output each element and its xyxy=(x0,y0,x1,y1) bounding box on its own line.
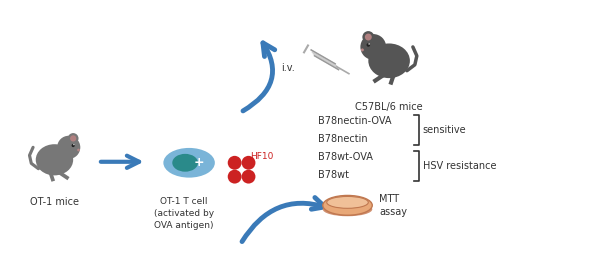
Circle shape xyxy=(242,156,256,170)
Circle shape xyxy=(228,156,242,170)
Circle shape xyxy=(242,170,256,184)
Circle shape xyxy=(368,43,370,45)
Circle shape xyxy=(77,149,80,151)
Circle shape xyxy=(228,170,242,184)
Ellipse shape xyxy=(323,202,372,216)
Circle shape xyxy=(365,34,372,41)
Text: B78nectin-OVA: B78nectin-OVA xyxy=(318,116,391,126)
Circle shape xyxy=(71,144,75,147)
Text: HSV resistance: HSV resistance xyxy=(423,161,496,171)
Text: OT-1 mice: OT-1 mice xyxy=(30,197,79,207)
Text: HF10: HF10 xyxy=(250,152,274,161)
Circle shape xyxy=(57,136,80,159)
Text: B78wt: B78wt xyxy=(318,170,349,180)
Text: i.v.: i.v. xyxy=(281,63,295,73)
Text: +: + xyxy=(194,156,205,169)
Circle shape xyxy=(68,133,79,144)
Circle shape xyxy=(362,31,374,43)
Text: B78nectin: B78nectin xyxy=(318,134,367,144)
Ellipse shape xyxy=(323,195,372,215)
Circle shape xyxy=(361,48,364,52)
Text: B78wt-OVA: B78wt-OVA xyxy=(318,152,373,162)
Text: MTT
assay: MTT assay xyxy=(379,194,407,216)
Ellipse shape xyxy=(36,144,73,175)
Text: sensitive: sensitive xyxy=(423,125,466,135)
Ellipse shape xyxy=(327,197,368,208)
Circle shape xyxy=(361,34,386,60)
Ellipse shape xyxy=(163,148,215,178)
Circle shape xyxy=(73,144,74,145)
Ellipse shape xyxy=(368,43,410,78)
Circle shape xyxy=(367,43,370,47)
Circle shape xyxy=(70,135,76,141)
Ellipse shape xyxy=(172,154,198,172)
Text: C57BL/6 mice: C57BL/6 mice xyxy=(355,102,423,112)
Text: OT-1 T cell
(activated by
OVA antigen): OT-1 T cell (activated by OVA antigen) xyxy=(154,197,214,230)
